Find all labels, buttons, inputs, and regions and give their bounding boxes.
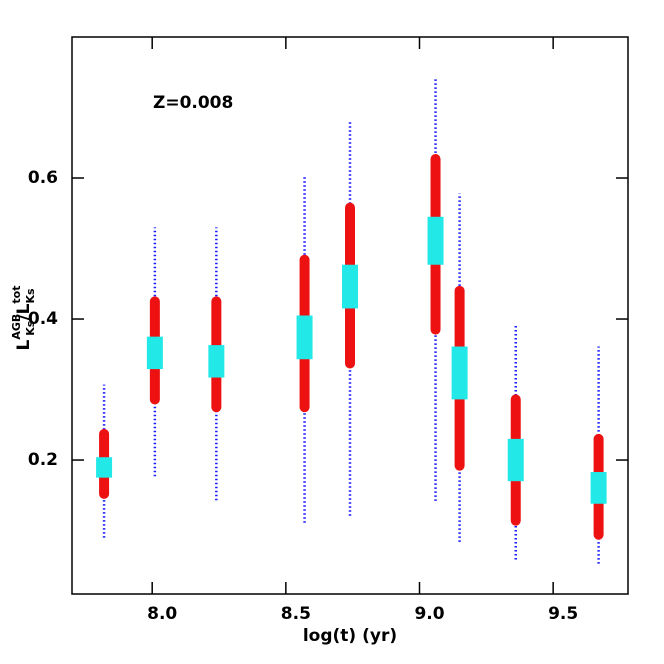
x-tick-label: 9.5	[548, 604, 578, 624]
y-label-part: AGB	[10, 314, 23, 340]
x-tick-label: 8.5	[281, 604, 311, 624]
model-squares	[590, 472, 607, 504]
y-axis-label: LAGBKs/LtotKs	[10, 286, 37, 351]
y-label-part: Ks	[24, 288, 37, 304]
y-label-part: Ks	[24, 320, 37, 336]
y-tick-label: 0.6	[28, 168, 58, 188]
y-label-part: L	[14, 340, 34, 351]
model-squares	[208, 345, 225, 378]
model-squares	[451, 346, 468, 400]
y-label-part: /	[14, 314, 34, 321]
model-squares	[507, 438, 524, 482]
model-squares	[342, 264, 358, 309]
x-axis-label: log(t) (yr)	[303, 626, 397, 646]
annotation: Z=0.008	[153, 93, 233, 113]
model-squares	[146, 336, 163, 370]
y-tick-label: 0.4	[28, 309, 58, 329]
plot-frame	[71, 36, 629, 595]
model-squares	[96, 457, 113, 478]
x-tick-label: 8.0	[147, 604, 177, 624]
x-tick-label: 9.0	[414, 604, 444, 624]
y-label-part: L	[14, 303, 34, 314]
model-squares	[427, 216, 444, 265]
y-label-part: tot	[10, 286, 23, 304]
y-tick-label: 0.2	[28, 450, 58, 470]
model-squares	[296, 315, 313, 360]
